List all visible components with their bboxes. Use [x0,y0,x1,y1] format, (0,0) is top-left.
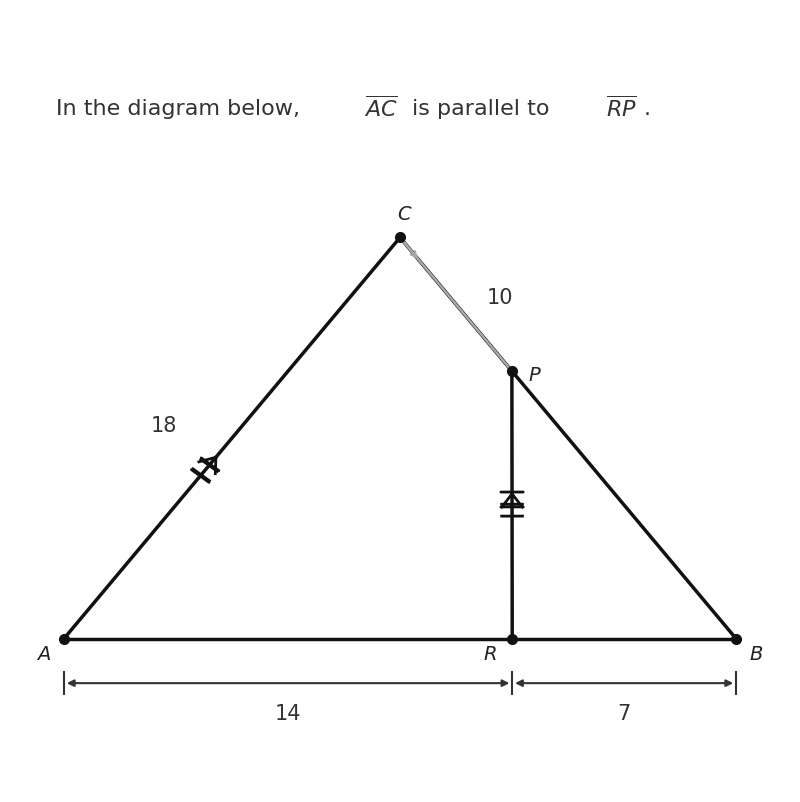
Text: $\overline{AC}$: $\overline{AC}$ [364,95,398,121]
Text: C: C [397,205,411,224]
Text: 10: 10 [486,287,513,307]
Text: <: < [27,15,53,45]
Text: 14: 14 [275,703,302,723]
Text: R: R [483,644,497,663]
Text: 18: 18 [151,415,177,435]
Text: Similarity: Quiz 3: Similarity: Quiz 3 [278,18,522,42]
Text: .: . [644,99,651,119]
Text: is parallel to: is parallel to [412,99,550,119]
Text: B: B [750,644,762,663]
Text: In the diagram below,: In the diagram below, [56,99,300,119]
Text: P: P [529,366,540,385]
Text: 7: 7 [618,703,630,723]
Text: A: A [38,644,50,663]
Text: $\overline{RP}$: $\overline{RP}$ [606,95,637,121]
